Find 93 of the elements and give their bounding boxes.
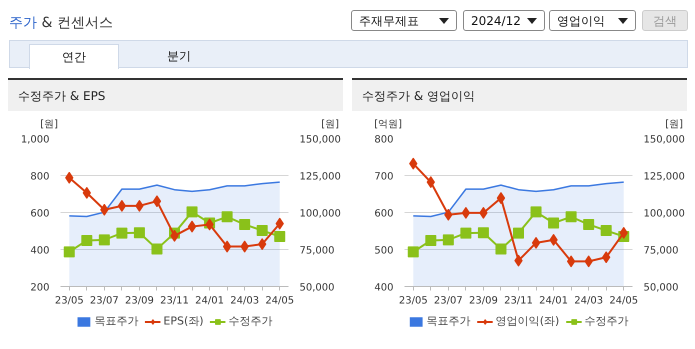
point	[548, 218, 560, 229]
point	[64, 246, 75, 258]
text: 검색	[642, 10, 688, 31]
point	[496, 192, 506, 204]
x-tick-label: 23/11	[160, 296, 189, 306]
point	[222, 211, 233, 222]
x-tick-label: 23/05	[398, 296, 428, 306]
point	[239, 218, 250, 230]
y2-tick-label: 50,000	[300, 282, 334, 294]
legend-label: 목표주가	[94, 314, 138, 328]
x-tick-label: 23/11	[504, 296, 533, 306]
point	[444, 208, 453, 221]
y-tick-label: 600	[374, 208, 394, 220]
y-axis-title: [억원]	[374, 118, 402, 132]
y2-tick-label: 150,000	[300, 134, 341, 146]
x-tick-label: 24/03	[230, 296, 260, 306]
point	[100, 204, 109, 216]
y-tick-label: 200	[30, 282, 50, 294]
y2-tick-label: 75,000	[644, 246, 678, 256]
x-tick-label: 23/09	[125, 296, 154, 306]
y2-tick-label: 75,000	[300, 246, 334, 256]
x-tick-label: 24/01	[539, 296, 568, 306]
y2-tick-label: 125,000	[300, 172, 341, 182]
point	[600, 225, 612, 236]
point	[584, 255, 593, 268]
y2-tick-label: 100,000	[644, 208, 685, 220]
x-tick-label: 24/01	[195, 296, 224, 306]
chart-title: 수정주가 & 영업이익	[352, 78, 687, 111]
y-tick-label: 700	[374, 172, 394, 182]
legend-label: EPS(좌)	[163, 314, 204, 328]
point	[274, 230, 286, 242]
point	[425, 234, 436, 246]
point	[530, 206, 542, 218]
y2-axis-title: [원]	[321, 118, 339, 132]
point	[81, 234, 92, 246]
y2-tick-label: 150,000	[644, 134, 685, 146]
point	[134, 227, 145, 238]
y2-tick-label: 100,000	[300, 208, 341, 220]
text: 주재무제표	[351, 10, 457, 31]
point	[566, 211, 577, 222]
point	[478, 227, 489, 238]
point	[170, 230, 179, 242]
point	[479, 206, 488, 219]
y-tick-label: 600	[30, 208, 50, 220]
legend-label: 목표주가	[426, 314, 471, 328]
y2-tick-label: 50,000	[644, 282, 678, 294]
point	[152, 195, 162, 208]
point	[549, 234, 558, 246]
text: 2024/12	[463, 10, 545, 31]
x-tick-label: 24/05	[265, 296, 294, 306]
point	[186, 206, 198, 218]
text: 주가 & 컨센서스	[9, 15, 113, 31]
legend-label: 수정주가	[228, 314, 273, 328]
point	[514, 254, 523, 267]
legend-label: 수정주가	[584, 314, 628, 328]
text: 분기	[166, 48, 192, 65]
x-tick-label: 23/05	[54, 296, 84, 306]
point	[188, 220, 196, 233]
point	[513, 228, 524, 239]
x-tick-label: 24/03	[574, 296, 604, 306]
x-tick-label: 23/07	[434, 296, 463, 306]
point	[460, 228, 472, 239]
legend-label: 영업이익(좌)	[496, 314, 560, 328]
point	[256, 225, 268, 236]
y-axis-title: [원]	[40, 118, 58, 132]
x-tick-label: 23/07	[90, 296, 119, 306]
y2-tick-label: 125,000	[644, 172, 685, 182]
point	[151, 244, 162, 255]
y-tick-label: 400	[374, 282, 394, 294]
point	[566, 255, 576, 268]
point	[495, 244, 506, 255]
y-tick-label: 1,000	[20, 134, 50, 146]
y-tick-label: 800	[374, 134, 394, 146]
x-tick-label: 24/05	[609, 296, 638, 306]
point	[222, 240, 232, 253]
y-tick-label: 500	[374, 246, 394, 256]
y2-axis-title: [원]	[665, 118, 683, 132]
text: 영업이익	[549, 10, 636, 31]
y-tick-label: 800	[30, 172, 50, 182]
point	[532, 236, 540, 249]
text: 연간	[29, 44, 119, 69]
point	[442, 234, 454, 246]
point	[98, 234, 110, 246]
point	[408, 246, 419, 258]
x-tick-label: 23/09	[469, 296, 498, 306]
point	[116, 228, 128, 239]
point	[240, 240, 249, 253]
chart-title: 수정주가 & EPS	[8, 78, 343, 111]
point	[583, 218, 594, 230]
point	[462, 206, 470, 219]
point	[118, 200, 126, 212]
point	[135, 200, 144, 212]
y-tick-label: 400	[30, 246, 50, 256]
